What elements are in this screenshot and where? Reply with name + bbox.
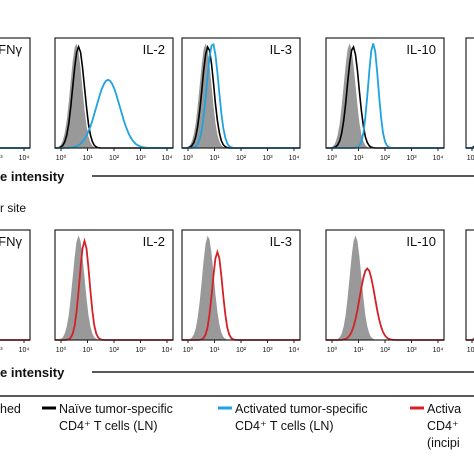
panel-label: IL-3 [270, 234, 292, 249]
gray-histogram [0, 44, 30, 149]
x-tick-label: 10⁴ [433, 347, 444, 354]
legend-text: Activated tumor-specific [235, 402, 368, 416]
panel-label: IL-2 [143, 42, 165, 57]
x-tick-label: 10⁰ [327, 346, 338, 354]
x-tick-label: 10³ [0, 155, 3, 162]
x-tick-label: 10³ [406, 155, 417, 162]
x-tick-label: 10⁴ [289, 155, 300, 162]
gray-histogram [466, 145, 474, 148]
x-tick-label: 10¹ [82, 347, 93, 354]
x-tick-label: 10⁴ [19, 155, 30, 162]
x-tick-label: 10⁰ [467, 154, 474, 162]
legend-text: Naïve tumor-specific [59, 402, 173, 416]
gray-histogram [182, 43, 300, 148]
x-tick-label: 10¹ [353, 347, 364, 354]
black-histogram [0, 147, 30, 149]
gray-histogram [466, 337, 474, 340]
panel-frame [0, 229, 31, 341]
x-tick-label: 10¹ [353, 155, 364, 162]
black-histogram [466, 146, 474, 149]
panel-frame [465, 229, 474, 341]
x-tick-label: 10⁰ [56, 154, 67, 162]
x-tick-label: 10⁰ [183, 346, 194, 354]
gray-histogram [55, 43, 173, 149]
gray-histogram [55, 235, 173, 340]
gray-histogram [182, 235, 300, 340]
color-histogram [0, 339, 30, 341]
gray-histogram [326, 43, 444, 148]
x-tick-label: 10¹ [82, 155, 93, 162]
section-label: r site [0, 201, 26, 215]
x-tick-label: 10² [380, 155, 391, 162]
legend-text: Activa [427, 402, 461, 416]
legend-text: CD4⁺ [427, 419, 459, 433]
panel-frame [0, 37, 31, 149]
x-tick-label: 10⁴ [433, 155, 444, 162]
x-tick-label: 10² [109, 155, 120, 162]
x-tick-label: 10² [380, 347, 391, 354]
x-tick-label: 10⁴ [162, 155, 173, 162]
axis-label: e intensity [0, 169, 65, 184]
x-tick-label: 10⁰ [467, 346, 474, 354]
panel-label: FNγ [0, 42, 22, 57]
panel-label: IL-2 [143, 234, 165, 249]
x-tick-label: 10² [109, 347, 120, 354]
x-tick-label: 10³ [135, 155, 146, 162]
color-histogram [466, 339, 474, 341]
legend-text: CD4⁺ T cells (LN) [59, 419, 158, 433]
x-tick-label: 10⁴ [162, 347, 173, 354]
x-tick-label: 10⁰ [183, 154, 194, 162]
x-tick-label: 10⁴ [289, 347, 300, 354]
x-tick-label: 10⁴ [19, 347, 30, 354]
legend-text: (incipi [427, 436, 460, 450]
color-histogram [0, 147, 30, 149]
panel-frame [465, 37, 474, 149]
x-tick-label: 10¹ [209, 155, 220, 162]
panel-label: IL-10 [406, 234, 436, 249]
x-tick-label: 10³ [262, 347, 273, 354]
legend-text: CD4⁺ T cells (LN) [235, 419, 334, 433]
axis-label: e intensity [0, 365, 65, 380]
gray-histogram [326, 235, 444, 340]
x-tick-label: 10⁰ [56, 346, 67, 354]
x-tick-label: 10³ [135, 347, 146, 354]
panel-label: FNγ [0, 234, 22, 249]
x-tick-label: 10³ [0, 347, 3, 354]
x-tick-label: 10² [236, 347, 247, 354]
panel-label: IL-10 [406, 42, 436, 57]
x-tick-label: 10¹ [209, 347, 220, 354]
x-tick-label: 10³ [406, 347, 417, 354]
x-tick-label: 10⁰ [327, 154, 338, 162]
panel-label: IL-3 [270, 42, 292, 57]
x-tick-label: 10² [236, 155, 247, 162]
x-tick-label: 10³ [262, 155, 273, 162]
gray-histogram [0, 236, 30, 341]
legend-text: hed [0, 402, 21, 416]
color-histogram [466, 147, 474, 149]
